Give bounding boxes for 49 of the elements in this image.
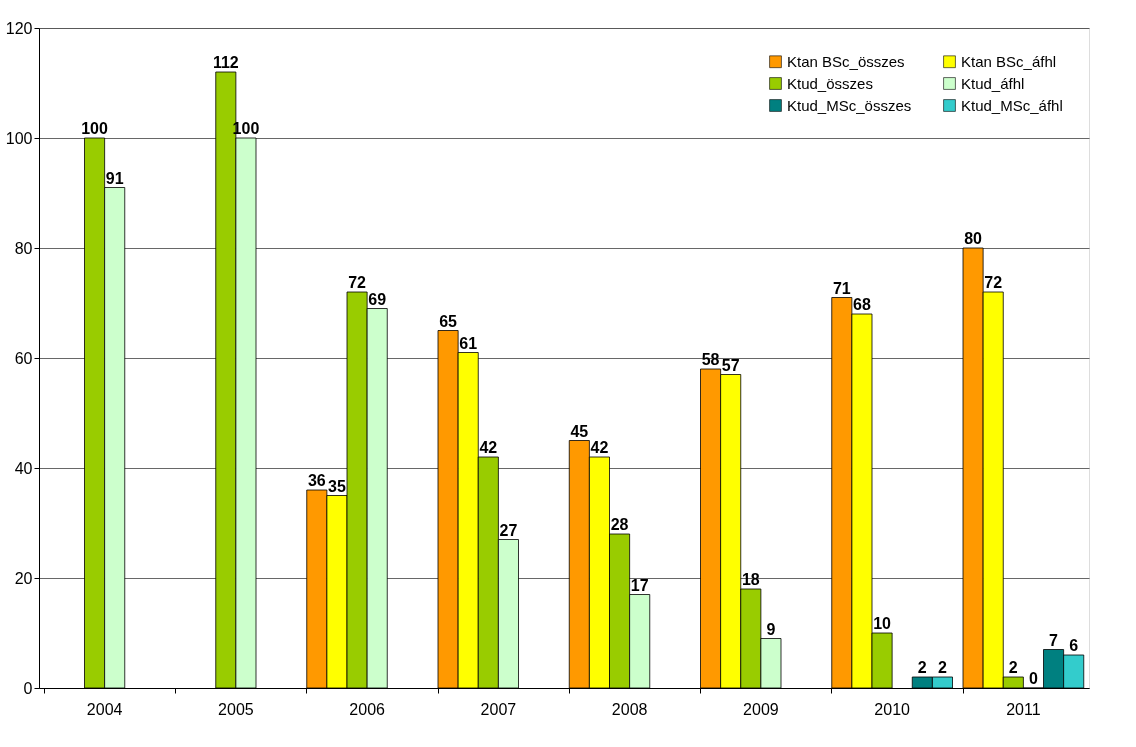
data-label: 28 <box>610 516 629 533</box>
data-label: 0 <box>1028 670 1038 687</box>
data-label: 2 <box>1008 659 1018 676</box>
legend-label: Ktud_MSc_áfhl <box>961 96 1063 114</box>
legend-label: Ktan BSc_áfhl <box>961 52 1057 70</box>
data-label: 71 <box>832 279 851 297</box>
data-label: 112 <box>212 54 239 71</box>
legend-label: Ktud_összes <box>787 74 873 92</box>
data-label: 27 <box>499 521 518 539</box>
data-label: 68 <box>853 296 871 313</box>
data-label: 91 <box>105 169 124 187</box>
x-tick-label: 2006 <box>349 700 386 718</box>
data-label: 57 <box>721 356 740 374</box>
y-tick-label: 0 <box>23 679 33 697</box>
data-label: 42 <box>479 439 498 456</box>
data-label: 35 <box>328 477 346 495</box>
x-tick-label: 2005 <box>218 700 254 718</box>
data-label: 72 <box>348 274 367 291</box>
x-tick-label: 2009 <box>743 700 779 718</box>
data-label: 2 <box>937 659 947 676</box>
data-label: 80 <box>964 230 983 247</box>
y-tick-label: 40 <box>14 459 33 477</box>
y-tick-label: 20 <box>14 569 33 587</box>
legend-label: Ktud_MSc_összes <box>787 96 912 114</box>
data-label: 61 <box>459 334 478 352</box>
x-tick-label: 2004 <box>86 700 123 718</box>
y-tick-label: 100 <box>5 129 33 147</box>
x-tick-label: 2011 <box>1006 700 1041 718</box>
data-label: 9 <box>766 620 776 638</box>
data-label: 65 <box>439 312 458 330</box>
data-label: 69 <box>368 290 387 308</box>
y-tick-label: 120 <box>5 19 33 37</box>
y-tick-label: 80 <box>14 239 33 257</box>
data-label: 6 <box>1069 637 1079 654</box>
data-label: 42 <box>590 439 609 456</box>
data-label: 17 <box>630 576 649 594</box>
data-label: 72 <box>984 274 1003 291</box>
x-tick-label: 2007 <box>480 700 517 718</box>
data-label: 10 <box>873 615 892 632</box>
data-label: 7 <box>1049 631 1059 649</box>
legend-label: Ktud_áfhl <box>961 74 1025 92</box>
data-label: 100 <box>81 120 109 137</box>
x-tick-label: 2008 <box>611 700 648 718</box>
data-label: 36 <box>307 472 326 489</box>
x-tick-label: 2010 <box>874 700 911 718</box>
data-label: 2 <box>917 659 927 676</box>
y-tick-label: 60 <box>14 349 33 367</box>
data-label: 45 <box>570 422 589 440</box>
legend-label: Ktan BSc_összes <box>787 52 905 70</box>
